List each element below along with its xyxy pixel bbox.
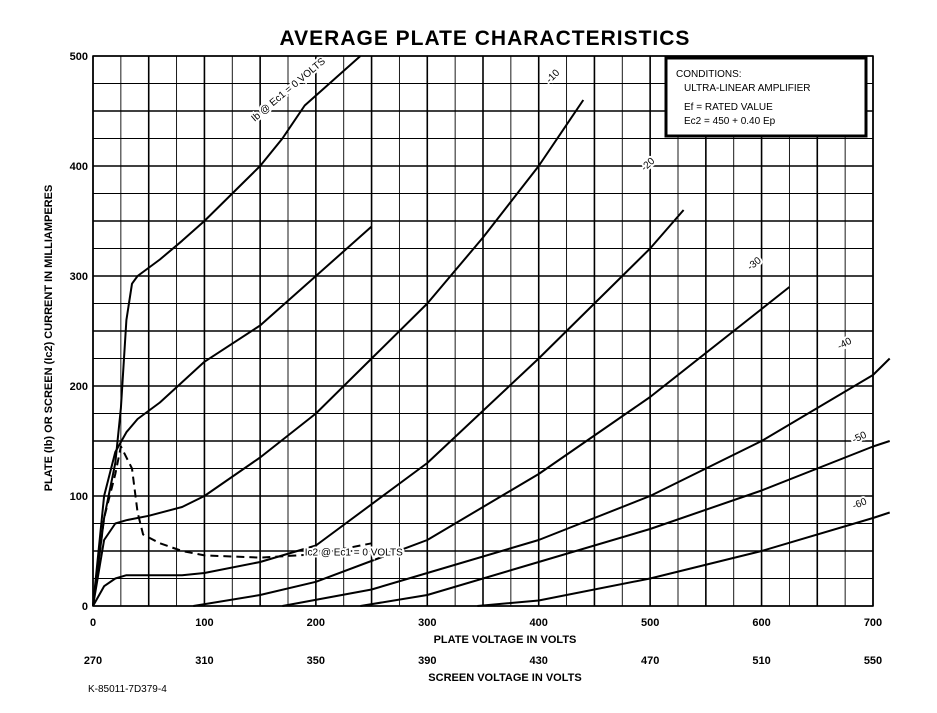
x2-tick-label: 470 <box>641 655 659 667</box>
y-tick-label: 400 <box>70 161 88 173</box>
curve-label: Ic2 @ Ec1 = 0 VOLTS <box>305 547 403 558</box>
series-line <box>92 55 362 607</box>
y-tick-label: 500 <box>70 51 88 63</box>
curves <box>92 55 891 607</box>
series-line <box>92 445 372 607</box>
series-line <box>92 99 585 607</box>
x2-tick-label: 310 <box>195 655 213 667</box>
chart-title: AVERAGE PLATE CHARACTERISTICS <box>280 27 691 50</box>
y-tick-label: 100 <box>70 491 88 503</box>
series-line <box>92 209 685 607</box>
curve-label: -60 <box>851 496 869 512</box>
x2-tick-label: 350 <box>307 655 325 667</box>
x2-tick-label: 550 <box>864 655 882 667</box>
plot-frame <box>92 55 874 607</box>
conditions-heading: CONDITIONS: <box>676 69 742 80</box>
conditions-line-1: ULTRA-LINEAR AMPLIFIER <box>684 83 811 94</box>
x-tick-label: 500 <box>641 617 659 629</box>
curve-label: -40 <box>836 336 854 353</box>
x-tick-label: 600 <box>752 617 770 629</box>
y-tick-label: 0 <box>82 601 88 613</box>
y-tick-label: 300 <box>70 271 88 283</box>
series-line <box>477 511 891 607</box>
x2-tick-label: 270 <box>84 655 102 667</box>
x-tick-label: 0 <box>90 617 96 629</box>
footnote: K-85011-7D379-4 <box>88 684 167 695</box>
y-tick-label: 200 <box>70 381 88 393</box>
conditions-box: CONDITIONS: ULTRA-LINEAR AMPLIFIER Ef = … <box>664 56 868 138</box>
series-line <box>92 225 373 607</box>
curve-label: -50 <box>851 430 869 446</box>
conditions-line-2: Ef = RATED VALUE <box>684 102 773 113</box>
ticks: 0 100 200 300 400 500 600 700 270 310 350 390 430 470… <box>70 51 883 667</box>
series-line <box>193 286 791 607</box>
series-line <box>282 357 891 607</box>
x2-tick-label: 390 <box>418 655 436 667</box>
x-tick-label: 400 <box>530 617 548 629</box>
x2-axis-title: SCREEN VOLTAGE IN VOLTS <box>428 672 581 684</box>
x2-tick-label: 430 <box>530 655 548 667</box>
x-axis-title: PLATE VOLTAGE IN VOLTS <box>434 634 577 646</box>
conditions-line-3: Ec2 = 450 + 0.40 Ep <box>684 116 776 127</box>
x-tick-label: 200 <box>307 617 325 629</box>
x-tick-label: 300 <box>418 617 436 629</box>
x2-tick-label: 510 <box>752 655 770 667</box>
curve-label: -20 <box>639 156 657 174</box>
x-tick-label: 100 <box>195 617 213 629</box>
x-tick-label: 700 <box>864 617 882 629</box>
grid <box>92 55 874 607</box>
y-axis-title: PLATE (Ib) OR SCREEN (Ic2) CURRENT IN MI… <box>43 185 55 492</box>
curve-label: -10 <box>544 67 562 85</box>
